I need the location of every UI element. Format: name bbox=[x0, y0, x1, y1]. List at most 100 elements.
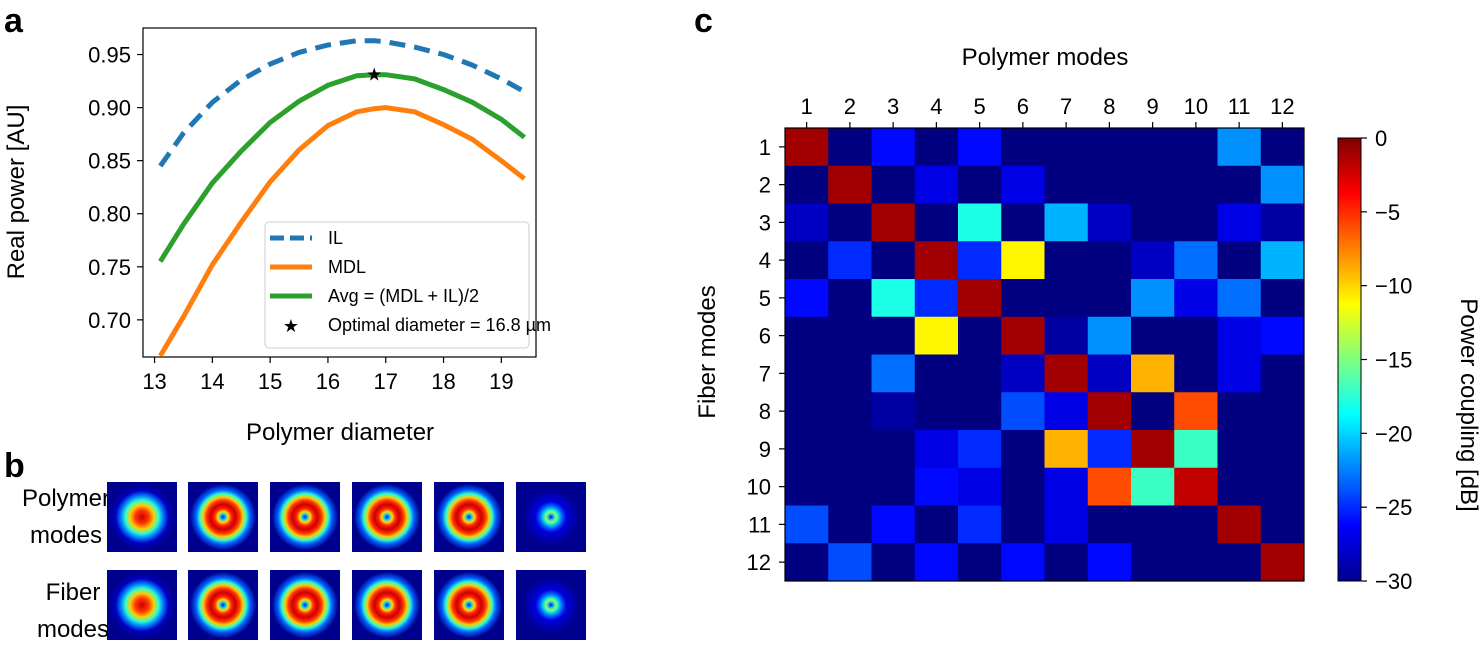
heatmap-cell bbox=[1044, 241, 1089, 280]
heatmap-cell bbox=[914, 316, 959, 355]
row-label-fiber-line2: modes bbox=[37, 616, 109, 643]
y-tick-label: 0.95 bbox=[88, 43, 131, 68]
colorbar-tick-label: −25 bbox=[1375, 495, 1412, 520]
y-tick-label: 0.90 bbox=[88, 96, 131, 121]
heatmap-cell bbox=[828, 392, 872, 431]
heatmap-cell bbox=[914, 165, 959, 204]
y-axis-label-a: Real power [AU] bbox=[3, 105, 30, 280]
heatmap-cell bbox=[1044, 279, 1089, 318]
heatmap-cell bbox=[1217, 203, 1262, 242]
mode-profile bbox=[190, 484, 256, 550]
colorbar-tick-label: −5 bbox=[1375, 200, 1400, 225]
heatmap-cell bbox=[1001, 543, 1045, 582]
heatmap-cell bbox=[914, 467, 959, 506]
heatmap-cell bbox=[1001, 241, 1045, 280]
heatmap-cell bbox=[958, 203, 1002, 242]
heatmap-cell bbox=[1001, 392, 1045, 431]
heatmap-cell bbox=[871, 354, 916, 393]
col-label: 2 bbox=[844, 94, 856, 119]
heatmap-cell bbox=[1260, 430, 1305, 469]
panel-letter-b: b bbox=[4, 447, 25, 485]
heatmap-cell bbox=[914, 430, 959, 469]
heatmap-cell bbox=[1087, 354, 1132, 393]
heatmap-cell bbox=[1131, 392, 1175, 431]
colorbar bbox=[1337, 137, 1362, 582]
polymer-mode-image bbox=[270, 482, 340, 552]
heatmap-cell bbox=[1217, 165, 1262, 204]
heatmap-cell bbox=[1001, 128, 1045, 167]
heatmap-cell bbox=[785, 241, 829, 280]
col-label: 9 bbox=[1147, 94, 1159, 119]
row-label: 2 bbox=[759, 173, 771, 198]
y-tick-label: 0.70 bbox=[88, 308, 131, 333]
x-tick-label: 13 bbox=[142, 369, 166, 394]
x-tick-label: 15 bbox=[258, 369, 282, 394]
heatmap-cell bbox=[1087, 430, 1132, 469]
mode-profile bbox=[272, 484, 338, 550]
col-label: 12 bbox=[1270, 94, 1294, 119]
heatmap-cell bbox=[1217, 467, 1262, 506]
legend-box bbox=[264, 221, 530, 349]
heatmap-cell bbox=[1260, 128, 1305, 167]
panel-letter-a: a bbox=[4, 2, 24, 40]
heatmap-cell bbox=[1044, 392, 1089, 431]
x-tick-label: 14 bbox=[200, 369, 224, 394]
heatmap-cell bbox=[958, 165, 1002, 204]
heatmap-cell bbox=[1131, 165, 1175, 204]
heatmap-cell bbox=[1087, 241, 1132, 280]
heatmap-cell bbox=[1001, 165, 1045, 204]
heatmap-cell bbox=[1260, 279, 1305, 318]
row-label: 12 bbox=[747, 550, 771, 575]
heatmap-cell bbox=[871, 505, 916, 544]
heatmap-cell bbox=[1087, 128, 1132, 167]
heatmap-cell bbox=[1087, 203, 1132, 242]
heatmap-cell bbox=[1174, 316, 1218, 355]
col-label: 1 bbox=[801, 94, 813, 119]
heatmap-cell bbox=[1131, 467, 1175, 506]
x-tick-label: 17 bbox=[373, 369, 397, 394]
heatmap-cell bbox=[914, 279, 959, 318]
colorbar-tick-label: −15 bbox=[1375, 348, 1412, 373]
panel-b-mode-profiles: Polymer modes Fiber modes bbox=[22, 482, 586, 643]
heatmap-cell bbox=[1260, 543, 1305, 582]
row-label: 7 bbox=[759, 361, 771, 386]
heatmap-frame bbox=[784, 127, 1305, 582]
heatmap-cell bbox=[871, 392, 916, 431]
mode-profile bbox=[354, 572, 420, 638]
heatmap-cell bbox=[871, 279, 916, 318]
polymer-mode-image bbox=[352, 482, 422, 552]
heatmap-cell bbox=[1260, 505, 1305, 544]
heatmap-cell bbox=[1174, 203, 1218, 242]
series-line-il bbox=[158, 38, 526, 168]
heatmap-cell bbox=[1174, 392, 1218, 431]
heatmap-cell bbox=[1001, 505, 1045, 544]
heatmap-cell bbox=[871, 128, 916, 167]
heatmap-cell bbox=[785, 354, 829, 393]
heatmap-cell bbox=[958, 392, 1002, 431]
y-tick-label: 0.80 bbox=[88, 202, 131, 227]
heatmap-cell bbox=[958, 279, 1002, 318]
heatmap-cell bbox=[785, 203, 829, 242]
heatmap-cell bbox=[1174, 128, 1218, 167]
col-label: 3 bbox=[887, 94, 899, 119]
heatmap-cell bbox=[1131, 354, 1175, 393]
heatmap-cell bbox=[1087, 165, 1132, 204]
heatmap-cell bbox=[785, 128, 829, 167]
panel-a-line-chart: 13 14 15 16 17 18 19 0.70 0.75 0.80 0.85 0.90 0.95 ★… bbox=[3, 27, 551, 446]
heatmap-cell bbox=[1044, 467, 1089, 506]
y-tick-label: 0.75 bbox=[88, 255, 131, 280]
heatmap-cell bbox=[958, 316, 1002, 355]
heatmap-cell bbox=[1131, 128, 1175, 167]
heatmap-cell bbox=[1217, 279, 1262, 318]
heatmap-cell bbox=[1001, 354, 1045, 393]
heatmap-cell bbox=[828, 505, 872, 544]
heatmap-cell bbox=[1217, 392, 1262, 431]
colorbar-tick-label: 0 bbox=[1375, 126, 1387, 151]
mode-profile bbox=[354, 484, 420, 550]
row-label: 5 bbox=[759, 286, 771, 311]
polymer-mode-image bbox=[188, 482, 258, 552]
heatmap-cell bbox=[1174, 165, 1218, 204]
heatmap-cell bbox=[1131, 241, 1175, 280]
col-label: 10 bbox=[1184, 94, 1208, 119]
